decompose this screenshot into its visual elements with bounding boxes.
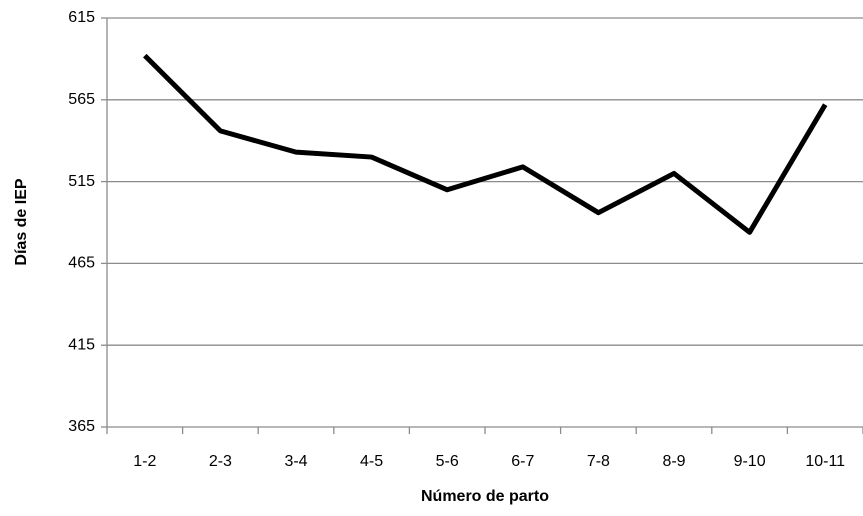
data-line	[143, 53, 828, 235]
x-tick-label: 7-8	[587, 453, 610, 470]
y-tick-label: 515	[68, 173, 95, 190]
x-tick-label: 9-10	[734, 453, 766, 470]
x-tick-label: 1-2	[133, 453, 156, 470]
y-axis-title: Días de IEP	[13, 178, 30, 265]
x-tick-label: 2-3	[209, 453, 232, 470]
x-tick-label: 10-11	[805, 453, 845, 470]
y-tick-label: 565	[68, 91, 95, 108]
y-tick-label: 615	[68, 9, 95, 26]
x-tick-label: 3-4	[284, 453, 307, 470]
y-tick-label: 415	[68, 336, 95, 353]
x-tick-label: 6-7	[511, 453, 534, 470]
x-tick-label: 5-6	[436, 453, 459, 470]
x-axis-title: Número de parto	[421, 488, 549, 505]
y-tick-label: 465	[68, 255, 95, 272]
x-tick-label: 4-5	[360, 453, 383, 470]
y-tick-label: 365	[68, 418, 95, 435]
x-tick-label: 8-9	[662, 453, 685, 470]
